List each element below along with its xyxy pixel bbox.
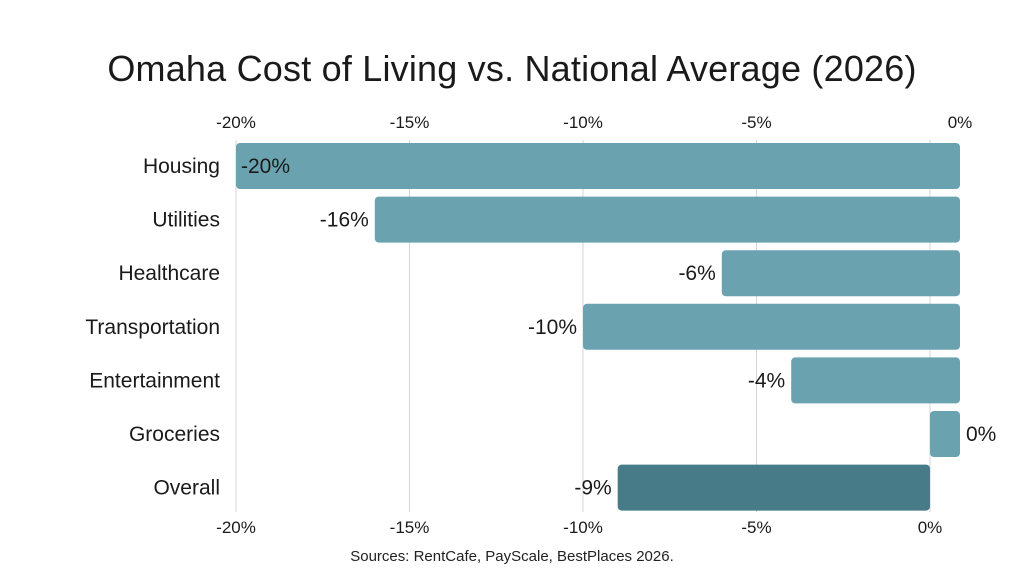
data-label: -6% <box>678 262 715 285</box>
category-label: Transportation <box>85 316 220 339</box>
labels-layer: -20% -20% -15% -15% -10% -10% -5% -5% 0% 0% Housin… <box>85 113 996 537</box>
chart-title: Omaha Cost of Living vs. National Averag… <box>107 48 917 89</box>
data-label: 0% <box>966 423 996 446</box>
top-tick-label: -10% <box>563 113 603 132</box>
bottom-tick-label: 0% <box>918 518 943 537</box>
bar-healthcare <box>721 250 960 297</box>
category-label: Housing <box>143 155 220 178</box>
data-label: -16% <box>320 209 369 232</box>
data-label: -9% <box>574 477 611 500</box>
data-label: -10% <box>528 316 577 339</box>
top-tick-label: -20% <box>216 113 256 132</box>
data-label: -20% <box>241 155 290 178</box>
category-label: Overall <box>153 477 220 500</box>
category-label: Groceries <box>129 423 220 446</box>
bar-utilities <box>374 196 960 243</box>
top-tick-label: -15% <box>390 113 430 132</box>
bar-groceries <box>930 411 960 457</box>
bottom-tick-label: -20% <box>216 518 256 537</box>
top-tick-label: 0% <box>948 113 973 132</box>
bars-layer <box>236 143 960 511</box>
bottom-tick-label: -15% <box>390 518 430 537</box>
category-label: Utilities <box>152 209 220 232</box>
category-label: Entertainment <box>89 369 220 392</box>
bar-housing <box>236 143 960 189</box>
category-label: Healthcare <box>118 262 220 285</box>
bottom-tick-label: -5% <box>741 518 771 537</box>
top-tick-label: -5% <box>741 113 771 132</box>
data-label: -4% <box>748 369 785 392</box>
chart-source: Sources: RentCafe, PayScale, BestPlaces … <box>350 548 674 565</box>
bar-entertainment <box>791 357 960 404</box>
bottom-tick-label: -10% <box>563 518 603 537</box>
bar-overall <box>617 464 930 511</box>
bar-transportation <box>583 303 960 350</box>
